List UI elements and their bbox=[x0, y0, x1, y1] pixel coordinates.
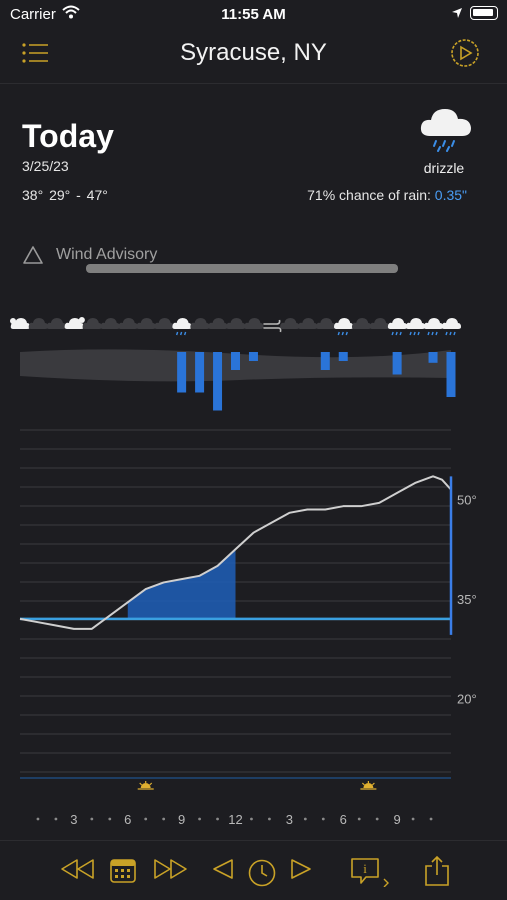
warning-triangle-icon bbox=[22, 245, 44, 270]
y-tick-label: 20° bbox=[457, 691, 477, 706]
x-axis-dot bbox=[357, 817, 361, 821]
temperature-line bbox=[19, 475, 452, 630]
precip-bar bbox=[213, 352, 223, 411]
precip-bar bbox=[177, 352, 187, 393]
y-tick-label: 35° bbox=[457, 592, 477, 607]
cloud-icon bbox=[244, 318, 264, 329]
precip-bar bbox=[231, 352, 240, 370]
temperature-range: 29° - 47° bbox=[49, 187, 108, 203]
x-tick-label: 9 bbox=[394, 812, 401, 827]
clock-icon[interactable] bbox=[248, 859, 276, 892]
x-axis-dot bbox=[108, 817, 112, 821]
x-axis-dot bbox=[321, 817, 325, 821]
cloud-rain-icon bbox=[441, 318, 461, 336]
svg-text:i: i bbox=[363, 861, 367, 876]
play-circle-icon[interactable] bbox=[450, 38, 480, 73]
location-arrow-icon bbox=[451, 6, 463, 23]
x-axis-dot bbox=[54, 817, 58, 821]
precip-bar bbox=[392, 352, 402, 375]
cloud-icon bbox=[100, 318, 120, 329]
list-icon[interactable] bbox=[22, 42, 48, 69]
x-tick-label: 3 bbox=[286, 812, 293, 827]
fast-forward-icon[interactable] bbox=[152, 857, 188, 886]
hourly-forecast-chart[interactable]: 50° 35° 20° 3 6 9 12 3 6 9 bbox=[0, 300, 507, 840]
x-tick-label: 6 bbox=[340, 812, 347, 827]
cloud-icon bbox=[136, 318, 156, 329]
x-axis-dot bbox=[90, 817, 94, 821]
x-axis-dot bbox=[36, 817, 40, 821]
condition-label: drizzle bbox=[423, 160, 465, 176]
battery-icon bbox=[470, 6, 498, 20]
cloud-rain-icon bbox=[405, 318, 426, 336]
cloud-icon bbox=[190, 318, 210, 329]
x-tick-label: 6 bbox=[124, 812, 131, 827]
share-icon[interactable] bbox=[424, 855, 450, 892]
cloud-icon bbox=[46, 318, 66, 329]
info-icon[interactable]: i bbox=[350, 857, 392, 892]
x-axis-dot bbox=[411, 817, 415, 821]
cloud-rain-icon bbox=[418, 102, 474, 157]
precip-bar bbox=[248, 352, 258, 361]
bottom-toolbar: i bbox=[0, 840, 507, 900]
precip-bar bbox=[428, 352, 438, 363]
step-back-icon[interactable] bbox=[210, 857, 236, 886]
precip-bar bbox=[320, 352, 330, 370]
cloud-icon bbox=[208, 318, 228, 329]
cloud-icon bbox=[226, 318, 246, 329]
carrier-label: Carrier bbox=[10, 6, 56, 23]
cloud-icon bbox=[369, 318, 390, 329]
fog-icon bbox=[280, 318, 300, 329]
date-label: 3/25/23 bbox=[22, 158, 69, 174]
precip-bar bbox=[195, 352, 205, 393]
x-axis-dot bbox=[268, 817, 271, 821]
cloud-icon bbox=[154, 318, 174, 329]
advisory-duration-bar bbox=[86, 264, 398, 273]
cloud-icon bbox=[351, 318, 372, 329]
x-axis-dot bbox=[198, 817, 201, 821]
rewind-icon[interactable] bbox=[60, 857, 96, 886]
cloud-icon bbox=[82, 318, 102, 329]
fog-icon bbox=[316, 318, 336, 329]
sunrise-icon bbox=[360, 781, 377, 790]
cloud-icon bbox=[118, 318, 138, 329]
x-axis-dot bbox=[429, 817, 433, 821]
precip-bar bbox=[338, 352, 348, 361]
fog-icon bbox=[298, 318, 318, 329]
wifi-icon bbox=[62, 5, 80, 23]
step-forward-icon[interactable] bbox=[288, 857, 314, 886]
wind-icon bbox=[263, 319, 282, 333]
cloud-rain-icon bbox=[423, 318, 444, 336]
y-tick-label: 50° bbox=[457, 493, 477, 508]
x-tick-label: 9 bbox=[178, 812, 185, 827]
x-tick-label: 3 bbox=[70, 812, 77, 827]
x-axis-dot bbox=[250, 817, 253, 821]
cloud-sun-icon bbox=[10, 318, 30, 329]
x-axis-dot bbox=[144, 817, 148, 821]
clock-time: 11:55 AM bbox=[221, 6, 286, 23]
cloud-rain-icon bbox=[334, 318, 354, 336]
calendar-icon[interactable] bbox=[110, 859, 136, 888]
cloud-rain-icon bbox=[387, 318, 408, 336]
x-axis-dot bbox=[303, 817, 307, 821]
status-bar: Carrier 11:55 AM bbox=[0, 0, 507, 28]
rain-chance-text: 71% chance of rain: bbox=[307, 187, 431, 203]
x-axis-dot bbox=[162, 817, 166, 821]
temperature-summary: 38° 29° - 47° bbox=[22, 187, 108, 203]
precip-bar bbox=[446, 352, 456, 397]
current-temperature: 38° bbox=[22, 187, 44, 203]
advisory-label: Wind Advisory bbox=[56, 246, 158, 263]
day-heading: Today bbox=[22, 118, 114, 154]
cloud-icon bbox=[28, 318, 48, 329]
location-title[interactable]: Syracuse, NY bbox=[180, 39, 327, 66]
navigation-bar: Syracuse, NY bbox=[0, 28, 507, 84]
x-axis-dot bbox=[216, 817, 219, 821]
x-axis-dot bbox=[375, 817, 379, 821]
temperature-area-fill bbox=[127, 549, 236, 619]
x-tick-label: 12 bbox=[228, 812, 242, 827]
cloud-rain-icon bbox=[172, 318, 192, 336]
rain-amount: 0.35" bbox=[434, 187, 467, 203]
cloud-moon-icon bbox=[64, 317, 85, 329]
rain-chance: 71% chance of rain: 0.35" bbox=[307, 187, 467, 203]
sunrise-icon bbox=[137, 781, 154, 790]
